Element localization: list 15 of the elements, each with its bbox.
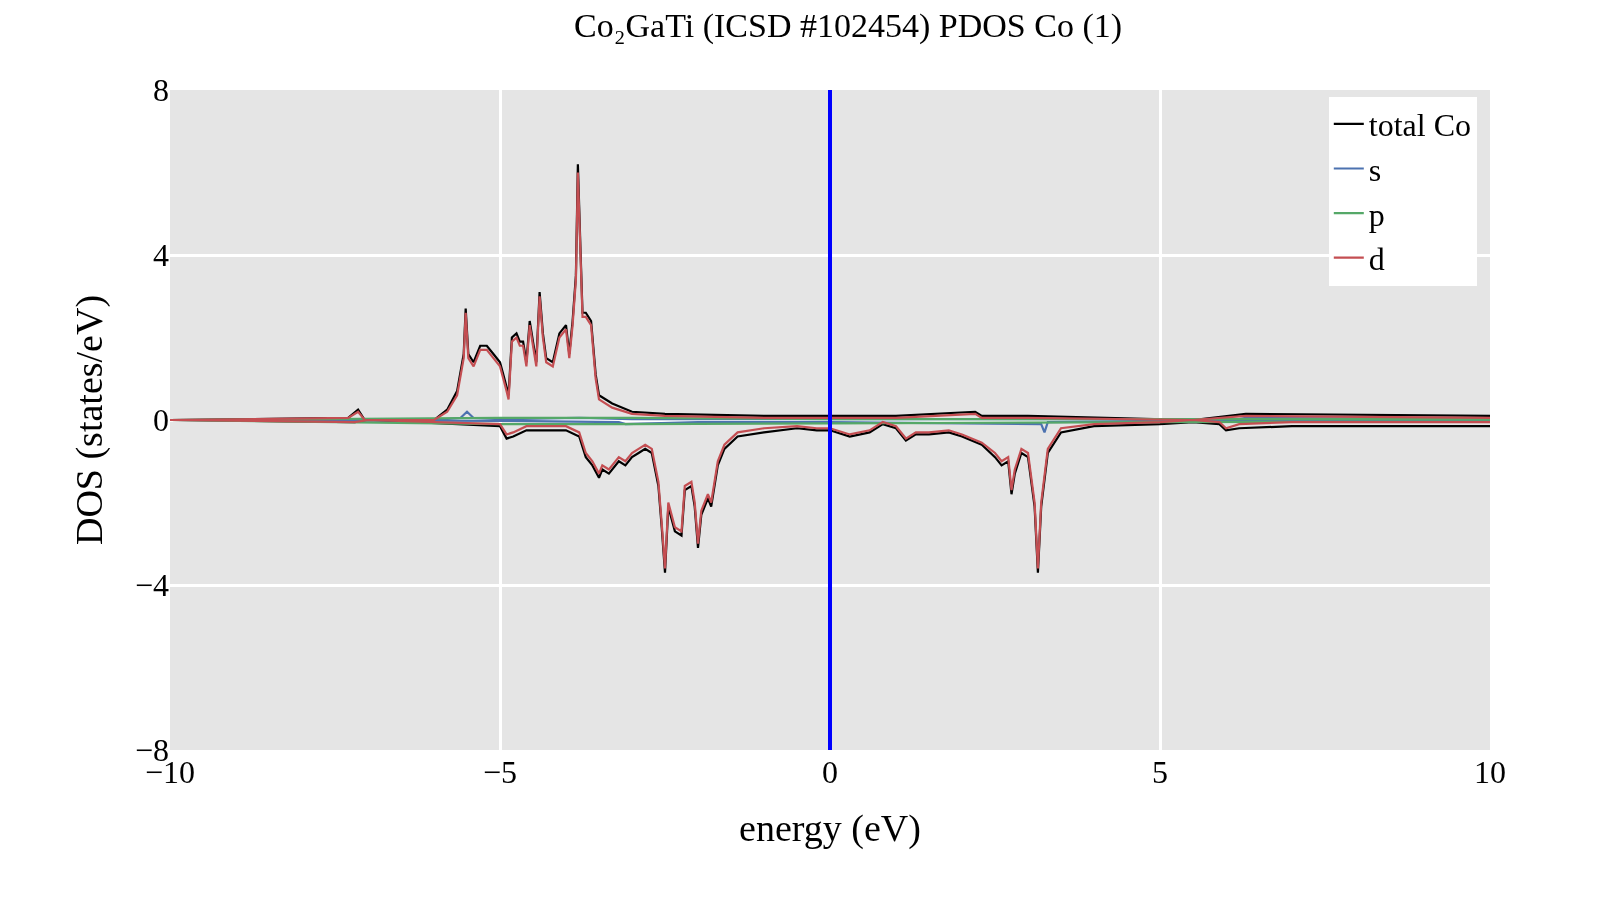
x-axis-title: energy (eV) [739, 807, 921, 851]
x-tick-label: 0 [822, 754, 838, 790]
y-axis-title: DOS (states/eV) [68, 294, 112, 546]
y-tick-label: −4 [134, 567, 169, 604]
x-tick-label: 10 [1474, 754, 1506, 790]
legend-label: total Co [1368, 107, 1472, 144]
y-tick-label: 4 [153, 237, 169, 274]
y-tick-label: 8 [153, 72, 169, 109]
x-tick-label: −5 [482, 754, 518, 790]
x-tick-label: 5 [1152, 754, 1168, 790]
y-tick-label: 0 [153, 402, 169, 439]
chart-title: Co₂GaTi (ICSD #102454) PDOS Co (1) [573, 7, 1123, 46]
legend-label: d [1368, 241, 1385, 278]
legend-label: p [1368, 196, 1385, 233]
legend-label: s [1368, 151, 1382, 188]
